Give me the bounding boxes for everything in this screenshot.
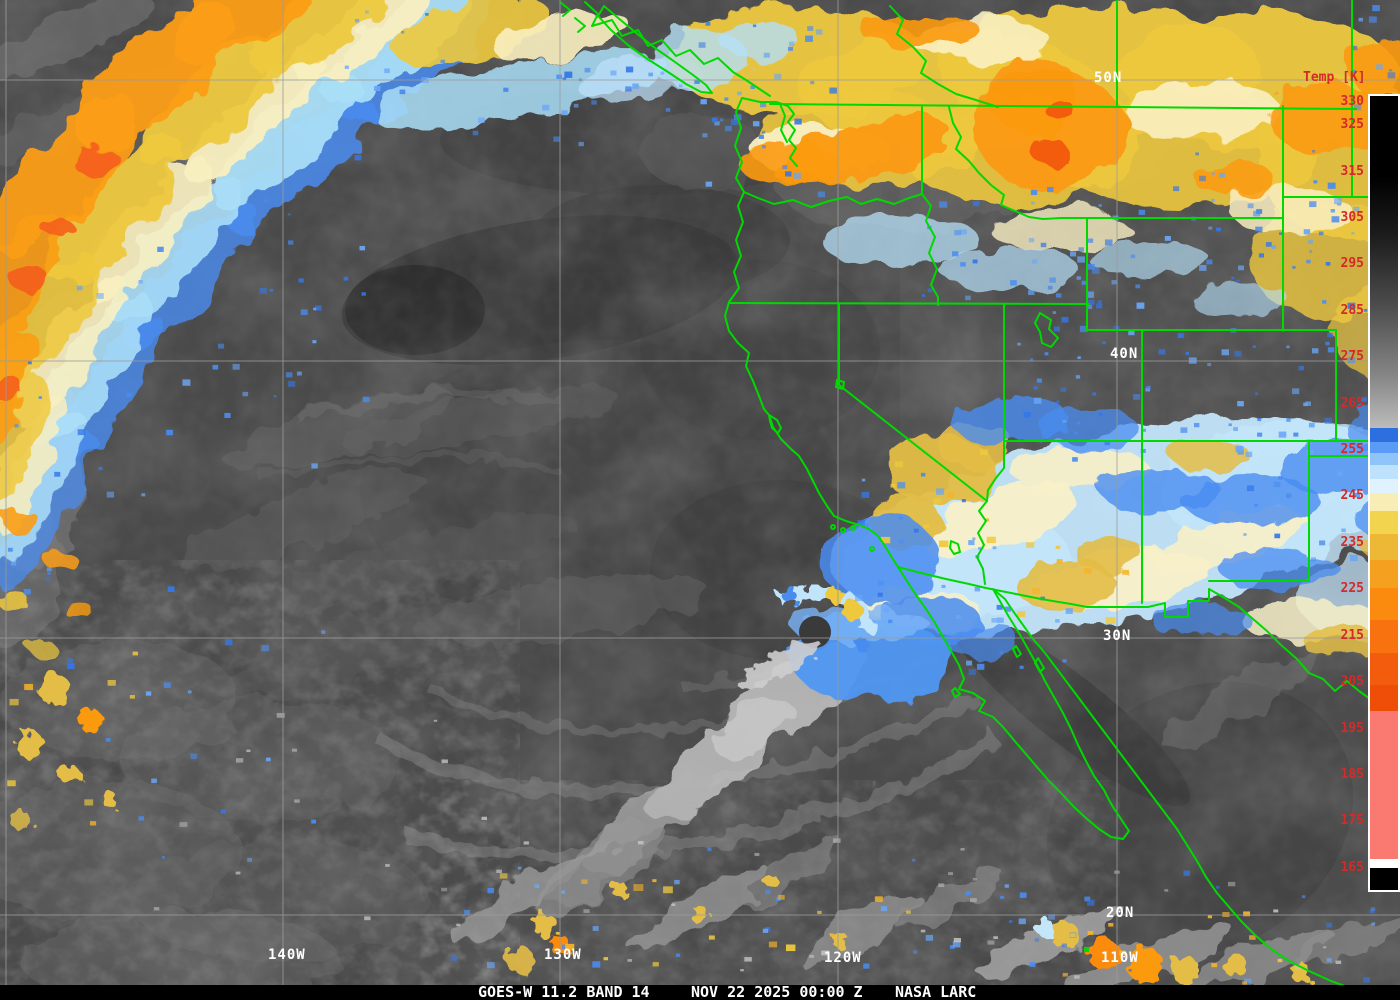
colorbar-tick-225: 225: [1340, 581, 1364, 596]
grid-label-50N: 50N: [1094, 70, 1123, 86]
wa-or-border: [743, 191, 923, 208]
colorbar-segment: [1370, 464, 1398, 480]
caption-bar: GOES-W 11.2 BAND 14 NOV 22 2025 00:00 Z NA…: [0, 985, 1400, 1000]
channel-island: [850, 525, 856, 531]
colorbar-segment: [1370, 441, 1398, 454]
colorbar-tick-175: 175: [1340, 813, 1364, 828]
colorbar-tick-255: 255: [1340, 442, 1364, 457]
channel-island: [840, 527, 846, 533]
grid-label-120W: 120W: [824, 950, 862, 966]
colorbar-segment: [1370, 427, 1398, 443]
colorbar-tick-265: 265: [1340, 396, 1364, 411]
colorbar-segment: [1370, 492, 1398, 512]
us-mexico-border: [897, 566, 1210, 618]
us-canada-border: [769, 103, 1357, 110]
or-id-border: [921, 193, 939, 306]
colorbar-segment: [1370, 587, 1398, 621]
nv-ut-border: [986, 303, 1005, 502]
coastline-pacific: [724, 97, 1348, 986]
colorbar-segment: [1370, 560, 1398, 589]
colorbar-tick-295: 295: [1340, 256, 1364, 271]
grid-label-110W: 110W: [1101, 950, 1139, 966]
vancouver-island: [597, 5, 713, 94]
grid-label-140W: 140W: [268, 947, 306, 963]
grid-label-30N: 30N: [1103, 628, 1132, 644]
puget-sound: [779, 103, 798, 167]
grid-label-40N: 40N: [1110, 346, 1139, 362]
gulf-island: [1012, 645, 1022, 658]
parallel-42n: [728, 302, 1090, 305]
colorbar-tick-185: 185: [1340, 767, 1364, 782]
bc-ab-border: [889, 5, 999, 108]
colorbar-segment: [1370, 685, 1398, 712]
temperature-colorbar: [1368, 94, 1400, 892]
cloud-mass-north: [650, 5, 1400, 380]
colorbar-tick-325: 325: [1340, 117, 1364, 132]
grid-label-20N: 20N: [1106, 905, 1135, 921]
state-borders: [559, 0, 1400, 986]
colorbar-segment: [1370, 710, 1398, 860]
colorbar-segment: [1370, 96, 1398, 429]
salton-sea: [949, 540, 961, 555]
grid-label-130W: 130W: [544, 947, 582, 963]
coastline-bc: [584, 1, 771, 97]
colorbar-title: Temp [K]: [1303, 70, 1366, 85]
channel-island: [830, 524, 836, 530]
colorbar-segment: [1370, 478, 1398, 494]
id-mt-border: [948, 106, 1088, 220]
colorbar-segment: [1370, 534, 1398, 561]
great-salt-lake: [1034, 312, 1059, 348]
colorbar-tick-245: 245: [1340, 488, 1364, 503]
catalina-island: [869, 546, 875, 552]
colorbar-tick-330: 330: [1340, 94, 1364, 109]
lake-tahoe: [835, 379, 845, 390]
colorbar-segment: [1370, 511, 1398, 535]
colorado-river: [976, 500, 988, 585]
colorbar-tick-285: 285: [1340, 303, 1364, 318]
cedros-island: [951, 687, 961, 698]
colorbar-tick-305: 305: [1340, 210, 1364, 225]
colorbar-tick-205: 205: [1340, 674, 1364, 689]
caption-segment-0: GOES-W 11.2 BAND 14: [478, 983, 650, 1000]
colorbar-tick-215: 215: [1340, 628, 1364, 643]
colorbar-segment: [1370, 453, 1398, 466]
ca-nv-border: [838, 302, 988, 502]
colorbar-tick-235: 235: [1340, 535, 1364, 550]
islas-marias: [1084, 947, 1089, 952]
small-vortex: [740, 586, 875, 690]
colorbar-segment: [1370, 868, 1398, 890]
tropical-cloud-bits: [10, 674, 1310, 984]
colorbar-tick-165: 165: [1340, 860, 1364, 875]
coastline-islets: [559, 1, 586, 33]
gulf-island: [1034, 657, 1045, 673]
colorbar-segment: [1370, 859, 1398, 869]
caption-segment-2: NASA LARC: [895, 983, 977, 1000]
sf-bay: [768, 414, 782, 434]
colorbar-tick-315: 315: [1340, 164, 1364, 179]
colorbar-segment: [1370, 620, 1398, 654]
colorbar-tick-195: 195: [1340, 721, 1364, 736]
frontal-band-northwest: [0, 0, 699, 657]
colorbar-segment: [1370, 652, 1398, 686]
caption-segment-1: NOV 22 2025 00:00 Z: [691, 983, 863, 1000]
colorbar-tick-275: 275: [1340, 349, 1364, 364]
